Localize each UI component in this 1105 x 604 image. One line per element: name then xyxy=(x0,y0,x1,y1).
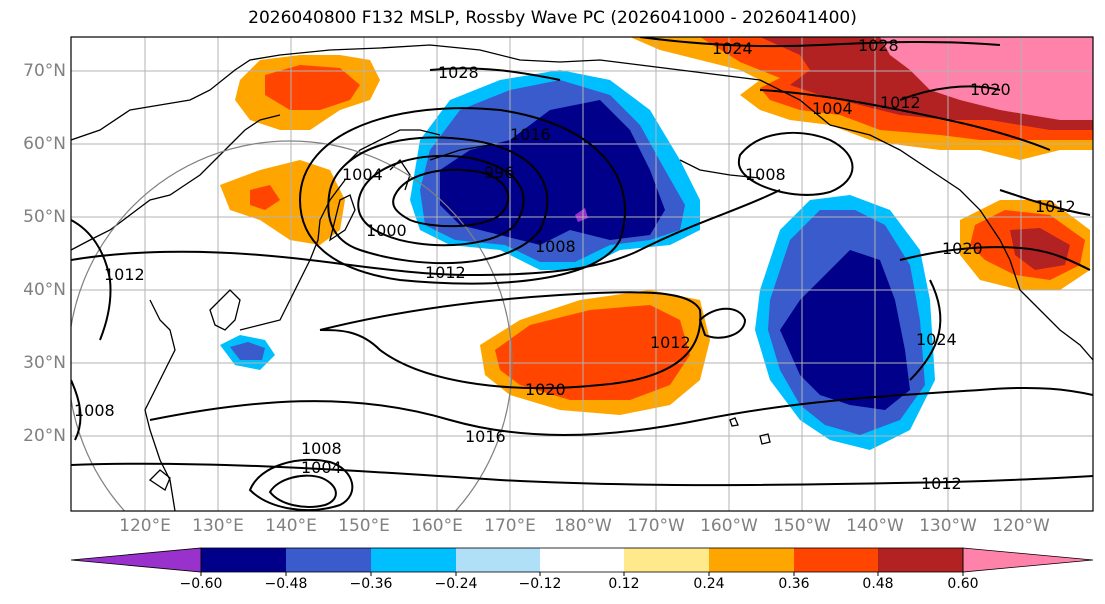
positive-anomaly-japan-sea xyxy=(220,160,345,245)
lat-label: 30°N xyxy=(23,353,66,373)
contour-label: 1028 xyxy=(858,36,899,55)
lat-label: 70°N xyxy=(23,61,66,81)
map-title: 2026040800 F132 MSLP, Rossby Wave PC (20… xyxy=(248,8,857,28)
lat-label: 40°N xyxy=(23,280,66,300)
lon-label: 150°W xyxy=(773,516,831,536)
colorbar-extend-high xyxy=(962,547,1094,573)
lon-label: 170°W xyxy=(627,516,685,536)
colorbar-segment xyxy=(286,548,371,572)
lat-label: 50°N xyxy=(23,207,66,227)
colorbar-segment xyxy=(201,548,286,572)
contour-label: 1020 xyxy=(525,380,566,399)
contour-label: 1012 xyxy=(650,333,691,352)
lon-label: 160°E xyxy=(411,516,463,536)
colorbar-tick-label: −0.12 xyxy=(518,576,562,592)
colorbar-segment xyxy=(878,548,963,572)
colorbar-frame xyxy=(200,547,964,573)
colorbar-tick-label: 0.60 xyxy=(947,576,979,592)
contour-label: 1020 xyxy=(942,239,983,258)
map-frame xyxy=(70,36,1094,512)
contour-label: 1008 xyxy=(745,165,786,184)
lon-label: 120°W xyxy=(992,516,1050,536)
contour-label: 1012 xyxy=(1035,197,1076,216)
colorbar-tick-label: −0.48 xyxy=(264,576,308,592)
contour-label: 1016 xyxy=(465,427,506,446)
colorbar-tick-label: −0.60 xyxy=(179,576,223,592)
lat-label: 20°N xyxy=(23,426,66,446)
contour-label: 1016 xyxy=(510,125,551,144)
contour-label: 1024 xyxy=(712,39,753,58)
negative-anomaly-japan-small-core xyxy=(230,342,265,360)
mslp-contours xyxy=(71,37,1093,511)
colorbar-segment xyxy=(794,548,878,572)
colorbar-segment xyxy=(456,548,540,572)
colorbar-tick-label: −0.24 xyxy=(434,576,478,592)
reference-circle xyxy=(71,140,513,511)
colorbar-extend-low xyxy=(70,547,202,573)
colorbar-segment xyxy=(624,548,709,572)
colorbar-segment xyxy=(371,548,456,572)
positive-anomaly-west-coast-core xyxy=(1010,228,1070,270)
anomaly-shading xyxy=(220,37,1093,450)
contour-label: 1028 xyxy=(438,63,479,82)
lon-label: 140°E xyxy=(265,516,317,536)
colorbar-tick-label: 0.12 xyxy=(608,576,640,592)
contour-label: 1004 xyxy=(342,165,383,184)
contour-label: 1008 xyxy=(74,401,115,420)
contour-label: 1012 xyxy=(880,93,921,112)
contour-label: 1008 xyxy=(535,237,576,256)
positive-anomaly-northeast-max xyxy=(880,37,1093,120)
contour-label: 996 xyxy=(484,163,515,182)
colorbar-tick-label: 0.24 xyxy=(693,576,725,592)
colorbar-segment xyxy=(709,548,794,572)
contour-label: 1004 xyxy=(301,458,342,477)
negative-anomaly-extreme-spot xyxy=(575,208,588,222)
negative-anomaly-bering-core xyxy=(440,100,665,245)
contour-label: 1020 xyxy=(970,80,1011,99)
colorbar-segment xyxy=(540,548,624,572)
contour-label: 1004 xyxy=(812,99,853,118)
lon-label: 120°E xyxy=(119,516,171,536)
lon-label: 160°W xyxy=(700,516,758,536)
lon-label: 130°W xyxy=(919,516,977,536)
lon-label: 150°E xyxy=(338,516,390,536)
lon-label: 140°W xyxy=(846,516,904,536)
contour-label: 1012 xyxy=(425,263,466,282)
positive-anomaly-subtropical-inner xyxy=(495,305,690,400)
contour-label: 1000 xyxy=(366,221,407,240)
lat-label: 60°N xyxy=(23,134,66,154)
colorbar xyxy=(70,547,1094,576)
colorbar-tick-label: 0.48 xyxy=(862,576,894,592)
contour-label: 1024 xyxy=(916,330,957,349)
colorbar-tick-label: −0.36 xyxy=(349,576,393,592)
contour-label: 1008 xyxy=(301,439,342,458)
lon-label: 130°E xyxy=(192,516,244,536)
positive-anomaly-japan-sea-inner xyxy=(250,185,280,210)
contour-label-group: 1024 1028 1028 1016 1004 996 1000 1008 1… xyxy=(74,36,1076,493)
lon-label: 170°E xyxy=(484,516,536,536)
coastlines xyxy=(71,44,1093,511)
colorbar-tick-label: 0.36 xyxy=(778,576,810,592)
contour-label: 1012 xyxy=(104,265,145,284)
contour-label: 1012 xyxy=(921,474,962,493)
positive-anomaly-siberia-inner xyxy=(265,65,360,110)
lon-label: 180°W xyxy=(554,516,612,536)
map-area xyxy=(71,37,1093,511)
